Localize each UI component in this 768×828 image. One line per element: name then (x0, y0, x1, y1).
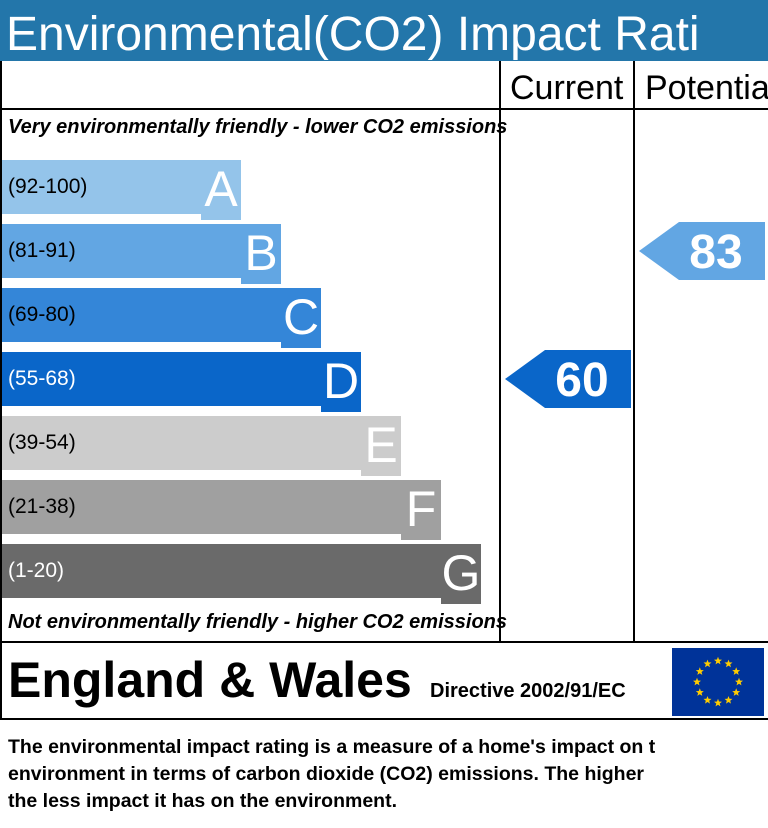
frame-header-divider (0, 108, 768, 110)
band-range-label: (92-100) (8, 175, 88, 198)
band-letter-box: G (441, 544, 481, 604)
frame-potential-divider (633, 61, 635, 642)
current-column-header: Current (510, 69, 624, 107)
potential-rating-arrow: 83 (639, 222, 765, 280)
eu-flag-icon (672, 648, 764, 716)
current-rating-arrow-shape (505, 350, 631, 408)
band-letter-box: E (361, 416, 401, 476)
footer-directive: Directive 2002/91/EC (430, 680, 626, 702)
band-letter: F (405, 481, 437, 537)
band-letter-box: C (281, 288, 321, 348)
frame-footer-top (0, 641, 768, 643)
band-range-label: (39-54) (8, 431, 76, 454)
footer-region: England & Wales (8, 652, 412, 708)
band-letter: C (282, 289, 320, 345)
description-line: the less impact it has on the environmen… (8, 790, 398, 812)
band-range-label: (69-80) (8, 303, 76, 326)
band-range-label: (81-91) (8, 239, 76, 262)
band-letter: A (204, 161, 238, 217)
description-line: environment in terms of carbon dioxide (… (8, 763, 645, 785)
band-range-label: (55-68) (8, 367, 76, 390)
band-range-label: (21-38) (8, 495, 76, 518)
chart-title: Environmental(CO2) Impact Rati (6, 8, 700, 61)
top-note: Very environmentally friendly - lower CO… (8, 116, 508, 138)
description: The environmental impact rating is a mea… (8, 734, 768, 824)
bottom-note: Not environmentally friendly - higher CO… (8, 611, 507, 633)
rating-band-e: (39-54) E (2, 416, 401, 476)
rating-band-g: (1-20) G (2, 544, 481, 604)
band-letter-box: B (241, 224, 281, 284)
band-letter: D (322, 353, 360, 409)
description-line: The environmental impact rating is a mea… (8, 736, 656, 758)
frame-left-border (0, 61, 2, 720)
rating-band-c: (69-80) C (2, 288, 321, 348)
band-letter-box: F (401, 480, 441, 540)
current-rating-arrow: 60 (505, 350, 631, 408)
band-letter-box: A (201, 160, 241, 220)
rating-band-f: (21-38) F (2, 480, 441, 540)
current-rating-arrow-value: 60 (555, 354, 608, 407)
band-letter: B (244, 225, 278, 281)
rating-band-b: (81-91) B (2, 224, 281, 284)
band-letter: G (441, 545, 481, 601)
rating-band-d: (55-68) D (2, 352, 361, 412)
band-range-label: (1-20) (8, 559, 65, 582)
band-letter: E (364, 417, 398, 473)
rating-band-a: (92-100) A (2, 160, 241, 220)
potential-rating-arrow-shape (639, 222, 765, 280)
chart-header: Environmental(CO2) Impact Rati (0, 0, 768, 61)
potential-rating-arrow-value: 83 (689, 226, 742, 279)
frame-current-divider (499, 61, 501, 642)
band-letter-box: D (321, 352, 361, 412)
frame-footer-bottom (0, 718, 768, 720)
potential-column-header: Potentia (645, 69, 768, 107)
